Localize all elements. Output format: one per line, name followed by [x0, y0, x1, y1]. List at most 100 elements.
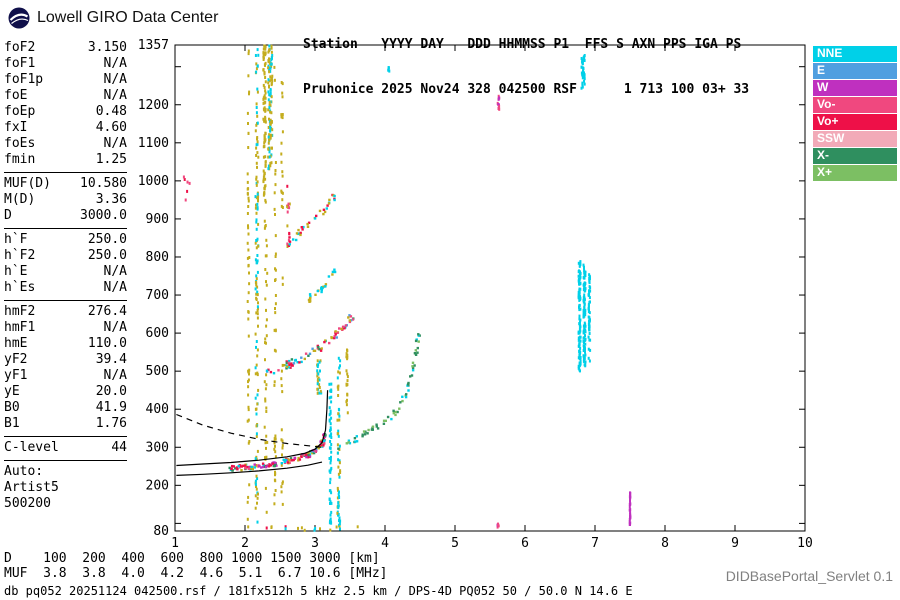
echo-dot [280, 189, 283, 193]
plot-border [174, 44, 806, 532]
echo-dot [293, 359, 297, 362]
echo-dot [330, 400, 333, 404]
echo-dot [268, 133, 271, 137]
echo-dot [248, 368, 251, 372]
echo-dot [318, 360, 321, 364]
readout-value: 3.36 [95, 192, 127, 207]
echo-dot [267, 147, 270, 151]
echo-dot [324, 283, 328, 286]
echo-dot [318, 391, 321, 395]
echo-dot [264, 358, 266, 362]
readout-label: M(D) [4, 192, 36, 207]
echo-dot [581, 61, 584, 65]
echo-dot [265, 406, 268, 410]
echo-dot [254, 366, 257, 370]
x-tick-label: 2 [241, 536, 249, 551]
echo-dot [578, 361, 581, 365]
echo-dot [264, 456, 266, 460]
echo-dot [265, 308, 267, 312]
echo-dot [582, 314, 585, 318]
echo-dot [274, 311, 277, 315]
echo-dot [587, 304, 590, 308]
echo-dot [330, 436, 333, 439]
echo-dot [253, 466, 256, 469]
echo-dot [257, 53, 260, 57]
echo-dot [307, 452, 310, 455]
echo-dot [277, 369, 280, 372]
echo-dot [264, 132, 267, 136]
readout-label: hmE [4, 336, 28, 351]
echo-dot [583, 265, 585, 269]
y-tick-label: 500 [146, 364, 169, 379]
echo-dot [255, 196, 258, 200]
echo-dot [255, 146, 258, 150]
echo-dot [582, 69, 585, 73]
echo-dot [589, 348, 592, 352]
legend-item-ssw: SSW [813, 131, 897, 147]
echo-dot [247, 49, 250, 53]
echo-dot [300, 526, 303, 530]
echo-dot [267, 141, 270, 145]
echo-dot [280, 141, 283, 145]
echo-dot [307, 221, 311, 224]
echo-dot [347, 439, 351, 442]
echo-dot [286, 184, 289, 188]
echo-dot [273, 380, 276, 384]
echo-dot [265, 283, 268, 287]
echo-dot [281, 113, 284, 116]
echo-dot [264, 397, 267, 401]
echo-dot [331, 270, 335, 274]
echo-dot [280, 384, 283, 388]
echo-dot [413, 352, 417, 355]
echo-dot [338, 525, 341, 529]
echo-dot [629, 515, 632, 518]
echo-dot [247, 224, 249, 228]
echo-dot [324, 285, 327, 288]
profile-line-solid-0 [176, 390, 329, 467]
echo-dot [286, 365, 289, 368]
echo-dot [583, 296, 586, 300]
echo-dot [583, 269, 586, 273]
echo-dot [312, 451, 316, 455]
echo-dot [257, 194, 260, 198]
echo-dot [338, 519, 340, 523]
echo-dot [497, 103, 500, 106]
echo-dot [264, 117, 267, 121]
echo-dot [577, 344, 580, 348]
y-tick-label: 300 [146, 440, 169, 455]
echo-dot [584, 350, 586, 354]
echo-dot [269, 88, 272, 92]
echo-dot [247, 385, 250, 389]
echo-dot [255, 246, 258, 250]
readout-row-fmin: fmin 1.25 [4, 152, 127, 168]
echo-dot [583, 305, 586, 309]
readout-value: N/A [103, 56, 127, 71]
echo-dot [329, 489, 332, 493]
readout-label: D [4, 208, 12, 223]
echo-dot [255, 175, 258, 179]
echo-dot [346, 375, 349, 379]
readout-label: h`F [4, 232, 28, 247]
echo-dot [313, 528, 316, 532]
echo-dot [255, 220, 258, 224]
echo-dot [336, 496, 339, 500]
echo-dot [242, 464, 245, 467]
echo-dot [274, 255, 277, 258]
echo-dot [297, 459, 300, 462]
echo-dot [319, 349, 323, 352]
echo-dot [269, 104, 272, 108]
echo-dot [267, 155, 270, 159]
echo-dot [317, 376, 320, 380]
echo-dot [281, 191, 284, 195]
echo-dot [583, 54, 586, 57]
echo-dot [340, 327, 343, 331]
echo-dot [246, 180, 249, 184]
echo-dot [256, 87, 259, 91]
echo-dot [578, 314, 581, 318]
echo-dot [308, 293, 312, 296]
echo-dot [628, 523, 631, 526]
echo-dot [257, 196, 259, 200]
echo-dot [255, 106, 258, 109]
echo-dot [256, 270, 259, 274]
echo-dot [236, 468, 239, 471]
